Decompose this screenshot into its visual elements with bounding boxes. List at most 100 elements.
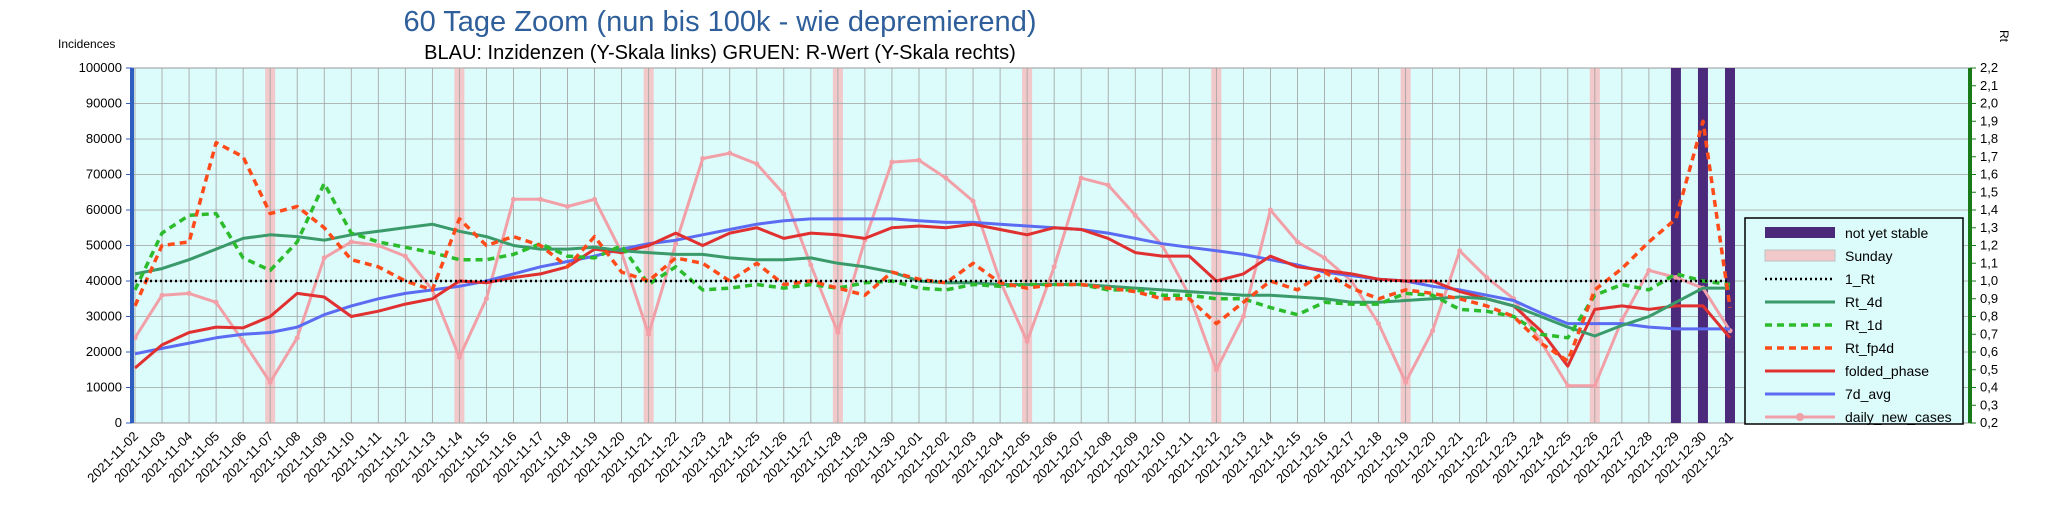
data-point: [1673, 274, 1679, 280]
series-line-rt-1d: [133, 181, 1731, 340]
legend-label: 7d_avg: [1845, 386, 1891, 402]
y-tick-label: 60000: [86, 202, 122, 217]
data-point: [835, 329, 841, 335]
y-tick-label: 20000: [86, 344, 122, 359]
legend-label: Sunday: [1845, 248, 1892, 264]
data-point: [1321, 255, 1327, 261]
data-point: [592, 196, 598, 202]
y2-tick-label: 2,1: [1980, 78, 1998, 93]
y2-tick-label: 0,6: [1980, 344, 1998, 359]
data-point: [1240, 314, 1246, 319]
y2-tick-label: 1,9: [1980, 113, 1998, 128]
left-axis-title: Incidences: [58, 37, 115, 51]
y-tick-label: 100000: [79, 60, 122, 75]
data-point: [1646, 267, 1652, 273]
y2-tick-label: 0,7: [1980, 326, 1998, 341]
data-point: [1619, 317, 1625, 323]
y-tick-label: 40000: [86, 273, 122, 288]
data-point: [538, 196, 544, 202]
data-point: [1213, 367, 1219, 373]
legend-swatch: [1765, 227, 1835, 238]
y2-tick-label: 1,5: [1980, 184, 1998, 199]
y2-tick-label: 1,0: [1980, 273, 1998, 288]
data-point: [510, 196, 516, 202]
data-point: [808, 262, 814, 268]
not-yet-stable-bar: [1697, 68, 1708, 423]
data-point: [456, 354, 462, 360]
y-tick-label: 50000: [86, 238, 122, 253]
data-point: [1294, 239, 1300, 245]
data-point: [1592, 383, 1598, 389]
data-point: [348, 239, 354, 245]
y2-tick-label: 2,2: [1980, 60, 1998, 75]
y-tick-label: 30000: [86, 309, 122, 324]
data-point: [916, 157, 922, 163]
series-line-7d-avg: [134, 217, 1730, 356]
chart-title: 60 Tage Zoom (nun bis 100k - wie depremi…: [403, 6, 1037, 38]
y2-tick-label: 1,7: [1980, 149, 1998, 164]
data-point: [1267, 207, 1273, 213]
series-line-daily-new-cases: [133, 151, 1732, 388]
y2-tick-label: 2,0: [1980, 96, 1998, 111]
data-point: [727, 150, 733, 156]
series-lines: [132, 119, 1733, 389]
data-point: [240, 338, 246, 344]
legend-swatch: [1764, 249, 1836, 262]
y2-tick-label: 1,4: [1980, 202, 1998, 217]
y-tick-label: 10000: [86, 380, 122, 395]
data-point: [700, 156, 706, 162]
data-point: [781, 191, 787, 197]
data-point: [1105, 182, 1111, 188]
data-point: [1538, 338, 1544, 344]
legend-label: 1_Rt: [1845, 271, 1875, 287]
y2-tick-label: 0,4: [1980, 380, 1998, 395]
axes: [126, 67, 1976, 424]
y2-tick-label: 0,2: [1980, 415, 1998, 430]
series-line-rt-fp4d: [133, 119, 1732, 363]
legend-label: Rt_1d: [1845, 317, 1882, 333]
y2-tick-label: 1,2: [1980, 238, 1998, 253]
legend: not yet stable Sunday 1_Rt Rt_4d Rt_1d Rt_fp4…: [1744, 217, 1964, 425]
data-point: [1051, 264, 1057, 270]
data-point: [186, 290, 192, 296]
gridlines: [132, 67, 1970, 424]
data-point: [294, 335, 300, 341]
legend-label: Rt_fp4d: [1845, 340, 1894, 356]
y-tick-label: 0: [115, 415, 122, 430]
data-point: [970, 198, 976, 204]
data-point: [646, 331, 652, 337]
data-point: [1132, 212, 1138, 218]
data-point: [321, 255, 327, 261]
data-point: [402, 253, 408, 259]
data-point: [754, 161, 760, 167]
not-yet-stable-bar: [1725, 68, 1735, 423]
data-point: [1457, 248, 1463, 254]
data-point: [1484, 274, 1490, 280]
series-line-folded-phase: [134, 222, 1732, 370]
data-point: [1376, 321, 1382, 327]
legend-marker: [1796, 413, 1804, 421]
not-yet-stable-bar: [1670, 68, 1681, 423]
legend-label: daily_new_cases: [1845, 409, 1952, 425]
data-point: [267, 379, 273, 385]
y-tick-label: 70000: [86, 167, 122, 182]
data-point: [1078, 175, 1084, 181]
data-point: [1430, 328, 1436, 334]
y-tick-label: 90000: [86, 96, 122, 111]
not-yet-stable-bars: [1670, 68, 1735, 423]
data-point: [1565, 383, 1571, 389]
data-point: [1403, 379, 1409, 385]
data-point: [673, 241, 679, 247]
data-point: [943, 175, 949, 181]
y2-tick-label: 0,9: [1980, 291, 1998, 306]
data-point: [889, 159, 895, 165]
right-axis-title: Rt: [1997, 30, 2011, 43]
legend-label: folded_phase: [1845, 363, 1929, 379]
data-point: [565, 203, 571, 209]
y-tick-label: 80000: [86, 131, 122, 146]
data-point: [375, 243, 381, 248]
y2-tick-label: 1,8: [1980, 131, 1998, 146]
data-point: [1024, 338, 1030, 344]
y2-tick-label: 1,1: [1980, 255, 1998, 270]
